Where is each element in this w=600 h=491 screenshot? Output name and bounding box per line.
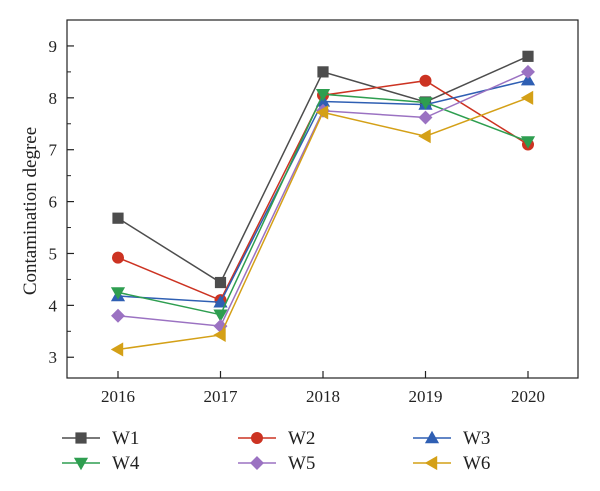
y-tick-label: 4 xyxy=(49,296,58,315)
data-point xyxy=(214,276,227,289)
x-tick-label: 2020 xyxy=(511,387,545,406)
y-tick-label: 9 xyxy=(49,37,58,56)
legend-label: W6 xyxy=(463,453,490,474)
legend-label: W1 xyxy=(112,428,139,449)
x-tick-label: 2016 xyxy=(101,387,135,406)
legend-label: W3 xyxy=(463,428,490,449)
data-point xyxy=(111,308,125,323)
legend-item-w1: W1 xyxy=(62,428,139,449)
data-point xyxy=(213,295,228,308)
data-point xyxy=(110,287,126,300)
series-line xyxy=(117,93,529,316)
data-point xyxy=(213,309,228,322)
y-tick-label: 3 xyxy=(49,348,58,367)
data-point xyxy=(317,66,329,78)
series-layer xyxy=(110,50,536,357)
data-point xyxy=(110,342,124,357)
legend-marker xyxy=(75,432,87,444)
data-point xyxy=(520,72,536,86)
x-tick-label: 2019 xyxy=(409,387,443,406)
legend-label: W2 xyxy=(288,428,315,449)
data-point xyxy=(520,90,534,105)
data-point xyxy=(522,50,534,62)
y-axis-title: Contamination degree xyxy=(20,127,41,295)
data-point xyxy=(520,136,536,149)
axes: 3 4 5 6 7 8 9 2016 2017 2018 2019 2020 xyxy=(49,19,579,406)
legend-item-w4: W4 xyxy=(62,453,140,474)
y-tick-label: 8 xyxy=(49,89,58,108)
y-tick-label: 5 xyxy=(49,244,58,263)
series-w6 xyxy=(110,90,534,357)
y-tick-label: 6 xyxy=(49,193,58,212)
data-point xyxy=(315,88,331,102)
series-w3 xyxy=(110,72,536,308)
legend-marker xyxy=(73,457,89,471)
data-point xyxy=(315,105,329,120)
data-point xyxy=(521,64,535,79)
series-w4 xyxy=(110,88,536,322)
legend-item-w2: W2 xyxy=(238,428,315,449)
legend-marker xyxy=(424,455,438,471)
data-point xyxy=(213,327,226,343)
legend-marker xyxy=(250,456,264,470)
legend-marker xyxy=(424,430,440,444)
data-point xyxy=(419,74,432,87)
data-point xyxy=(418,129,431,144)
y-tick-label: 7 xyxy=(49,141,58,160)
legend-label: W5 xyxy=(288,453,315,474)
legend: W1 W2 W3 W4 W5 W6 xyxy=(62,428,490,474)
series-line xyxy=(117,97,529,351)
legend-item-w5: W5 xyxy=(238,453,315,474)
legend-item-w6: W6 xyxy=(413,453,490,474)
data-point xyxy=(112,251,125,264)
legend-item-w3: W3 xyxy=(413,428,490,449)
series-w5 xyxy=(111,64,535,334)
legend-label: W4 xyxy=(112,453,140,474)
data-point xyxy=(418,110,433,125)
series-w1 xyxy=(112,50,534,289)
data-point xyxy=(418,97,433,110)
x-tick-label: 2017 xyxy=(204,387,239,406)
x-tick-label: 2018 xyxy=(306,387,340,406)
legend-marker xyxy=(250,431,263,444)
data-point xyxy=(112,212,124,224)
